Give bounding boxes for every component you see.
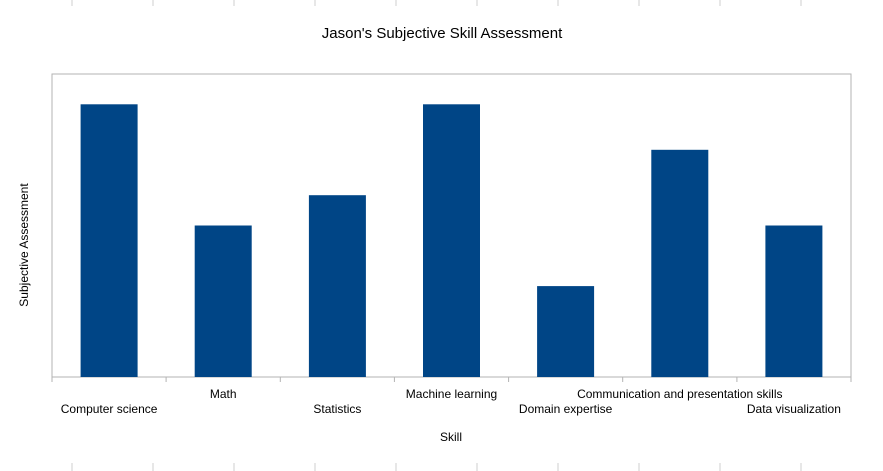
- x-tick-label-domain-expertise: Domain expertise: [519, 402, 613, 416]
- x-tick-label-data-visualization: Data visualization: [747, 402, 841, 416]
- bar-communication-and-presentation-skills: [651, 149, 709, 378]
- x-tick-label-computer-science: Computer science: [61, 402, 158, 416]
- x-axis: [51, 377, 852, 382]
- x-tick-labels: Computer science Math Statistics Machine le…: [61, 387, 841, 416]
- bar-domain-expertise: [537, 286, 595, 377]
- bar-math: [194, 225, 252, 377]
- bar-data-visualization: [765, 225, 823, 377]
- x-tick-label-math: Math: [210, 387, 237, 401]
- bar-statistics: [308, 195, 366, 377]
- chart-title: Jason's Subjective Skill Assessment: [322, 25, 563, 42]
- bars-group: [80, 104, 823, 378]
- x-tick-label-statistics: Statistics: [313, 402, 361, 416]
- x-axis-label: Skill: [440, 430, 462, 444]
- page-edge-ticks: [71, 0, 802, 471]
- x-tick-label-communication-and-presentation-skills: Communication and presentation skills: [577, 387, 782, 401]
- bar-machine-learning: [423, 104, 480, 378]
- x-tick-label-machine-learning: Machine learning: [406, 387, 497, 401]
- bar-computer-science: [80, 104, 138, 378]
- y-axis-label: Subjective Assessment: [17, 183, 31, 307]
